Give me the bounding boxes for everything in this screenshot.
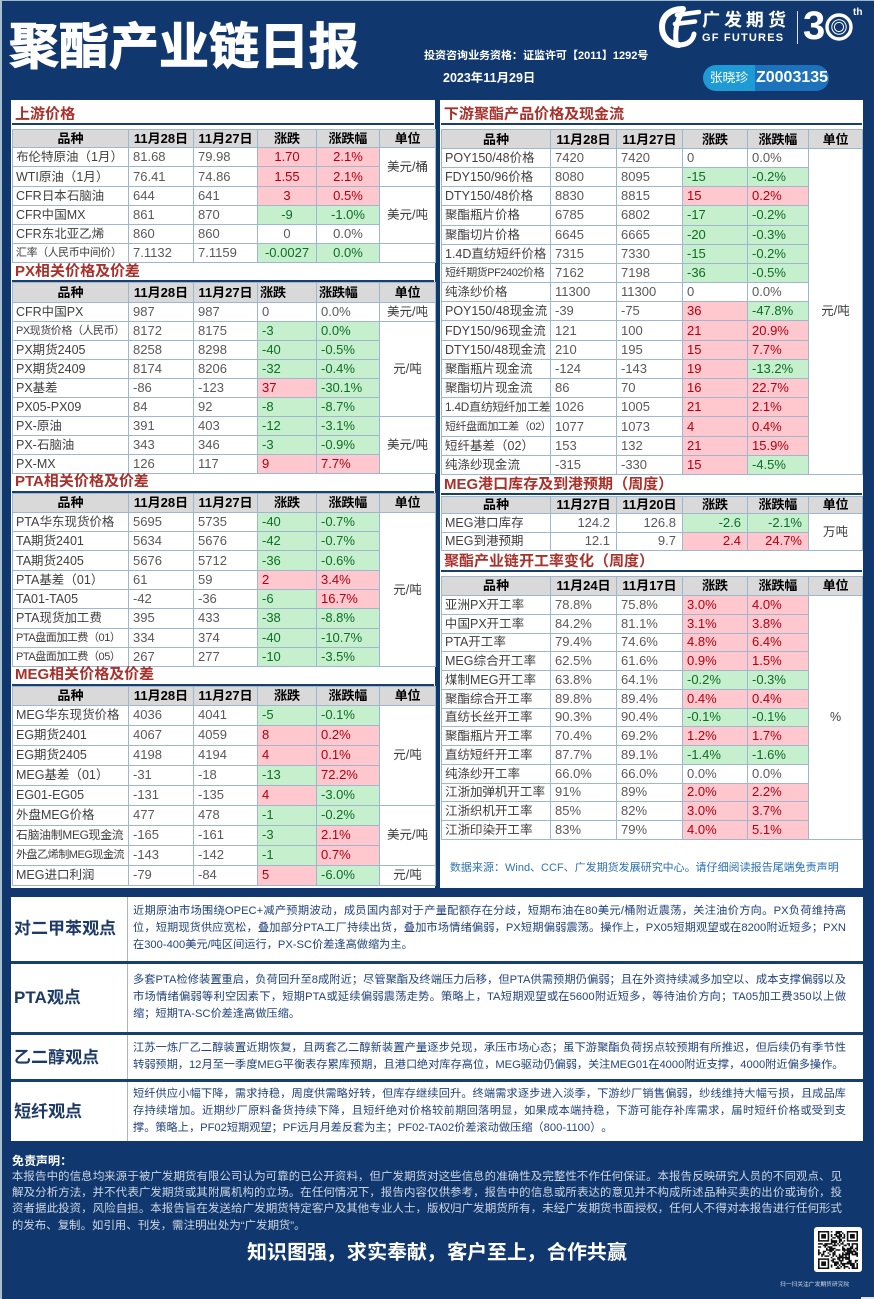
svg-text:3: 3 <box>803 4 825 48</box>
svg-text:th: th <box>853 7 862 18</box>
